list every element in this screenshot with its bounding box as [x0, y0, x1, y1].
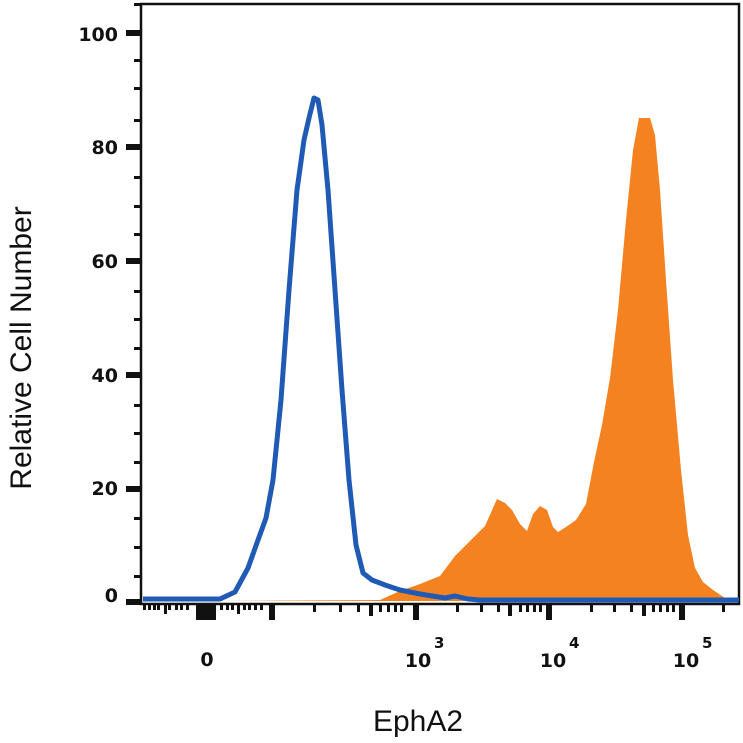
y-axis: 0 20 40 60 80 100 — [78, 3, 141, 607]
xtick-1e4-exp: 4 — [569, 634, 579, 652]
xtick-1e4-base: 10 — [540, 650, 566, 672]
ytick-80: 80 — [92, 137, 118, 159]
antibody-histogram-area — [210, 118, 739, 601]
ytick-0: 0 — [105, 585, 118, 607]
y-axis-title: Relative Cell Number — [5, 206, 38, 489]
xtick-1e5-base: 10 — [673, 650, 699, 672]
ytick-60: 60 — [92, 251, 118, 273]
isotype-histogram-line — [143, 95, 739, 603]
xtick-1e5-exp: 5 — [702, 634, 712, 652]
xtick-0: 0 — [200, 649, 213, 671]
xtick-1e3-exp: 3 — [434, 634, 444, 652]
ytick-100: 100 — [78, 24, 118, 46]
x-axis-title: EphA2 — [373, 705, 463, 738]
xtick-1e3-base: 10 — [405, 650, 431, 672]
x-axis: 0 10 3 10 4 10 5 — [143, 604, 725, 672]
ytick-20: 20 — [92, 478, 118, 500]
ytick-40: 40 — [92, 365, 118, 387]
